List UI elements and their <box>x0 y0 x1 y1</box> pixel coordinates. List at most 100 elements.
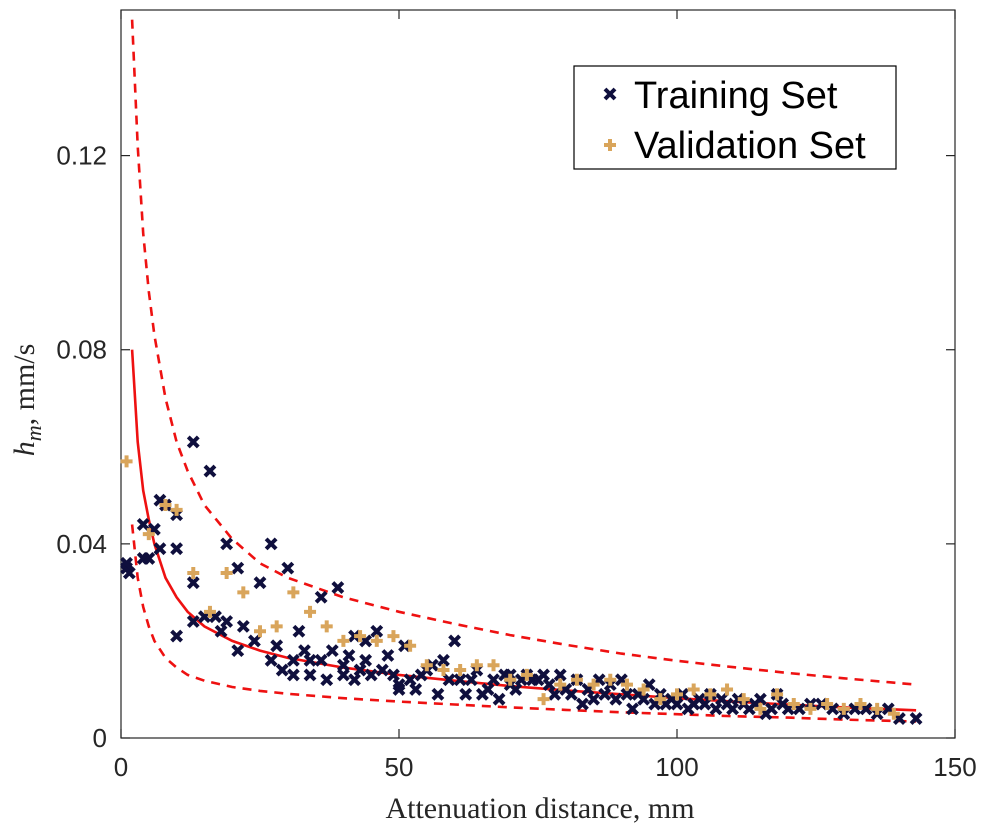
training-point <box>437 653 450 667</box>
tick-layer: 0 50 100 150 0 0.04 0.08 0.12 <box>56 10 977 782</box>
validation-point <box>787 698 800 711</box>
training-point <box>231 561 245 575</box>
validation-point <box>871 702 884 715</box>
training-point <box>286 653 300 667</box>
training-point <box>576 697 589 711</box>
x-tick-label: 50 <box>385 752 414 782</box>
validation-point <box>220 566 233 579</box>
x-tick-label: 150 <box>933 752 976 782</box>
validation-point <box>254 625 266 638</box>
training-point <box>542 678 556 692</box>
validation-point <box>671 688 683 701</box>
validation-point <box>771 688 784 701</box>
training-point <box>186 615 200 628</box>
training-point <box>670 697 684 711</box>
training-point <box>303 653 317 667</box>
training-point <box>620 687 634 701</box>
training-point <box>348 673 361 687</box>
validation-point <box>721 683 734 696</box>
training-point <box>765 702 778 716</box>
training-point <box>537 668 550 682</box>
training-point <box>587 692 601 706</box>
training-point <box>253 576 267 590</box>
training-point <box>286 668 300 682</box>
training-point <box>409 683 423 696</box>
training-point <box>509 683 523 696</box>
legend-label-training: Training Set <box>634 75 838 117</box>
validation-point <box>887 707 900 720</box>
legend-marker-validation <box>604 139 616 151</box>
training-point <box>909 712 923 726</box>
training-point <box>698 697 712 711</box>
training-point <box>236 619 250 633</box>
training-point <box>392 683 406 696</box>
validation-point <box>821 698 834 711</box>
training-point <box>353 663 367 677</box>
training-point <box>626 702 639 716</box>
y-tick-label: 0.12 <box>56 141 107 171</box>
validation-point <box>404 639 417 652</box>
validation-point <box>337 634 350 647</box>
training-point <box>553 668 567 682</box>
training-point <box>442 673 456 687</box>
training-point <box>275 663 289 677</box>
validation-point <box>270 620 283 633</box>
training-point <box>464 673 478 687</box>
training-point <box>231 644 245 658</box>
y-tick-label: 0.04 <box>56 529 107 559</box>
training-point <box>270 639 284 653</box>
training-point <box>387 668 400 682</box>
training-point <box>459 687 473 701</box>
training-point <box>122 566 136 580</box>
validation-point <box>437 664 450 677</box>
training-point <box>186 435 200 449</box>
training-point <box>153 542 167 556</box>
marker-layer <box>120 435 923 726</box>
training-point <box>136 518 150 531</box>
validation-point <box>837 702 850 715</box>
training-point <box>359 653 373 667</box>
validation-point <box>570 673 583 686</box>
training-point <box>325 644 339 658</box>
validation-point <box>554 678 567 691</box>
validation-point <box>470 659 483 672</box>
training-point <box>609 692 623 706</box>
training-point <box>170 629 184 643</box>
training-point <box>303 668 317 682</box>
training-point <box>170 542 184 556</box>
legend-marker-training <box>603 87 617 101</box>
training-point <box>314 590 328 604</box>
training-point <box>598 687 612 701</box>
validation-point <box>704 688 717 701</box>
validation-point <box>120 455 133 468</box>
validation-point <box>203 605 216 618</box>
validation-point <box>159 499 172 512</box>
training-point <box>120 556 133 570</box>
training-point <box>214 624 228 638</box>
y-tick-label: 0.08 <box>56 335 107 365</box>
training-point <box>203 464 217 478</box>
validation-point <box>420 659 433 672</box>
validation-point <box>454 664 467 677</box>
training-point <box>381 649 395 662</box>
training-point <box>264 653 278 667</box>
x-axis-label: Attenuation distance, mm <box>385 792 694 825</box>
validation-point <box>637 683 650 696</box>
training-point <box>431 687 445 701</box>
legend: Training Set Validation Set <box>573 65 897 170</box>
y-axis-label-symbol: h <box>8 441 41 456</box>
training-point <box>220 537 234 551</box>
validation-point <box>142 528 155 541</box>
y-axis-label: hm, mm/s <box>8 344 46 457</box>
training-point <box>726 702 740 716</box>
validation-point <box>504 673 517 686</box>
y-tick-label: 0 <box>93 723 107 753</box>
training-point <box>281 561 295 575</box>
y-axis-label-subscript: m <box>21 425 46 441</box>
training-point <box>370 624 384 638</box>
validation-point <box>304 605 317 618</box>
validation-point <box>387 630 400 643</box>
training-point <box>548 687 562 701</box>
validation-point <box>854 698 867 711</box>
